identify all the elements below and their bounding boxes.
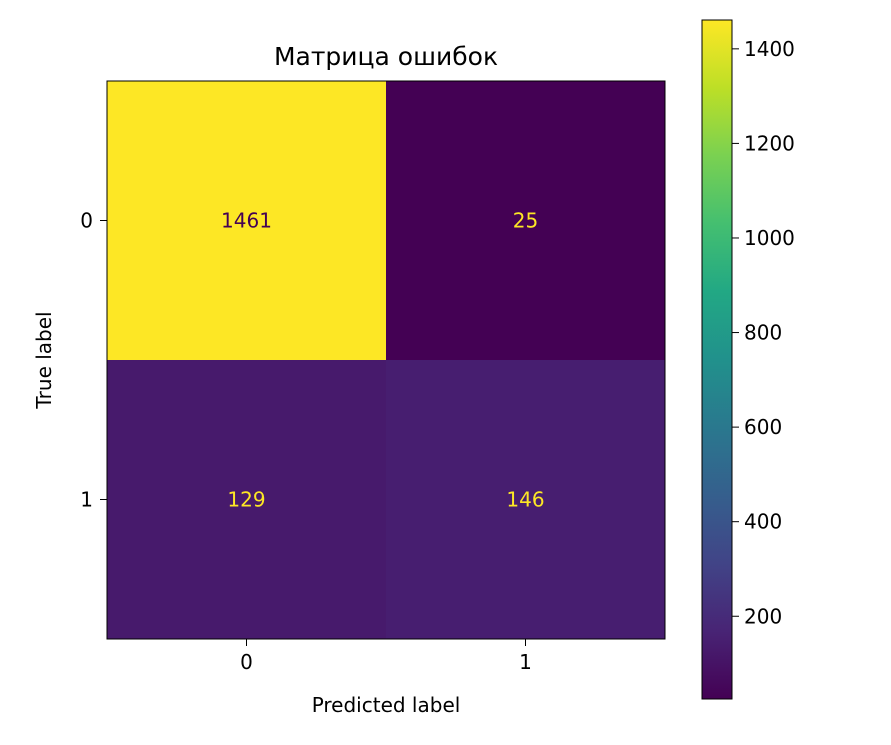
x-tick-label: 0 (240, 650, 253, 674)
colorbar-tick-label: 400 (744, 510, 782, 534)
colorbar (701, 19, 733, 700)
y-tick-label: 0 (80, 209, 93, 233)
x-axis-label: Predicted label (312, 693, 461, 717)
colorbar-tick-label: 1400 (744, 37, 795, 61)
cell-value-label: 25 (513, 209, 538, 233)
colorbar-ticks: 200 400 600 800 1000 1200 1400 (732, 37, 795, 628)
colorbar-tick-label: 1200 (744, 131, 795, 155)
y-axis-ticks: 01 (80, 209, 107, 512)
matrix-cell-1-1 (386, 360, 665, 639)
matrix-cell-0-0 (107, 81, 386, 360)
matrix-cell-0-1 (386, 81, 665, 360)
colorbar-tick-label: 1000 (744, 226, 795, 250)
matrix-cells (107, 81, 665, 639)
y-axis-label: True label (32, 311, 56, 409)
plot-frame (106, 80, 666, 640)
chart-title: Матрица ошибок (274, 42, 498, 71)
matrix-cell-1-0 (107, 360, 386, 639)
x-tick-label: 1 (519, 650, 532, 674)
cell-value-label: 129 (227, 488, 265, 512)
colorbar-tick-label: 200 (744, 604, 782, 628)
y-tick-label: 1 (80, 488, 93, 512)
cell-value-label: 1461 (221, 209, 272, 233)
matrix-cell-labels: 1461 25 129 146 (221, 209, 545, 512)
colorbar-tick-label: 800 (744, 321, 782, 345)
cell-value-label: 146 (506, 488, 544, 512)
colorbar-tick-label: 600 (744, 415, 782, 439)
